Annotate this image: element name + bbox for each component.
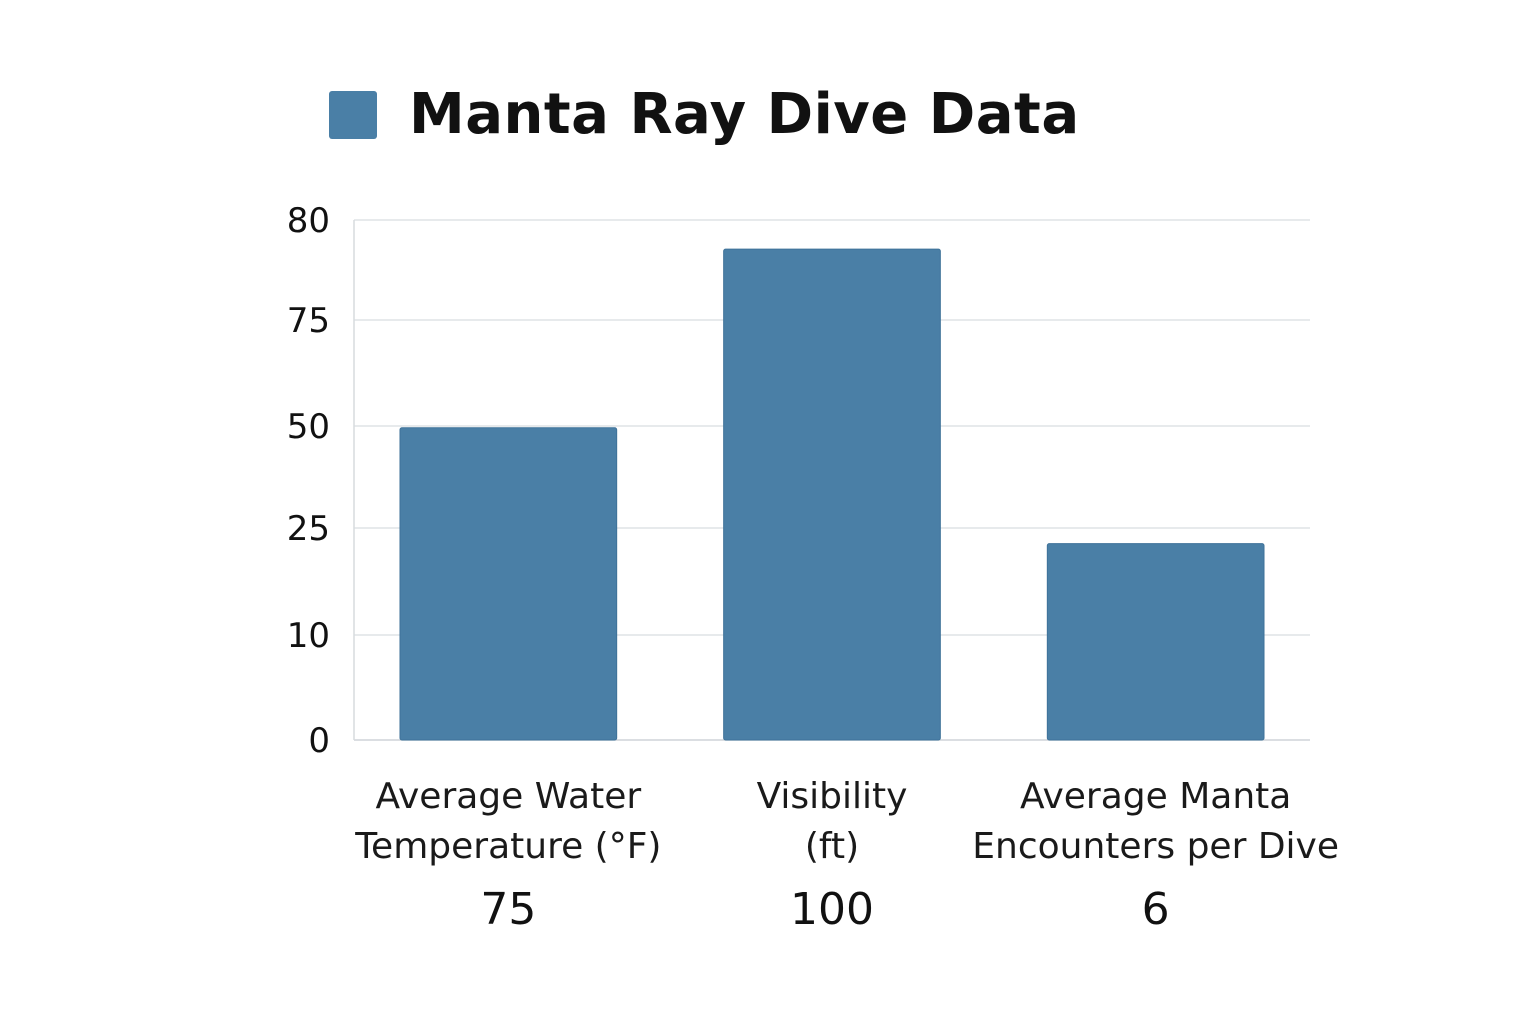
bar <box>1046 543 1265 741</box>
y-tick-labels: 0 10 25 50 75 80 <box>287 201 330 761</box>
category-label: Average Manta Encounters per Dive <box>972 776 1339 867</box>
bars <box>399 248 1265 741</box>
value-label: 6 <box>1141 884 1170 935</box>
value-label: 100 <box>790 884 874 935</box>
legend-swatch <box>329 91 377 139</box>
bar <box>723 248 941 741</box>
y-tick-label: 0 <box>308 721 330 761</box>
category-label: Average Water Temperature (°F) <box>355 776 662 867</box>
bar <box>399 427 618 741</box>
y-tick-label: 50 <box>287 407 330 447</box>
y-tick-label: 10 <box>287 616 330 656</box>
chart-title: Manta Ray Dive Data <box>409 82 1080 147</box>
chart-header: Manta Ray Dive Data <box>329 82 1080 148</box>
category-label: Visibility (ft) <box>756 776 908 867</box>
y-tick-label: 75 <box>287 301 330 341</box>
y-tick-label: 80 <box>287 201 330 241</box>
value-label: 75 <box>480 884 537 935</box>
y-tick-label: 25 <box>287 509 330 549</box>
